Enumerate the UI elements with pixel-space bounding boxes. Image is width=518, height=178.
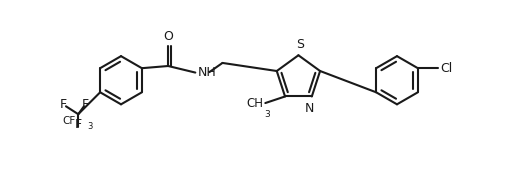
Text: F: F — [75, 118, 82, 131]
Text: O: O — [163, 30, 173, 43]
Text: 3: 3 — [265, 110, 270, 119]
Text: NH: NH — [197, 66, 216, 79]
Text: N: N — [305, 102, 314, 115]
Text: S: S — [296, 38, 304, 51]
Text: Cl: Cl — [440, 62, 452, 75]
Text: F: F — [81, 98, 89, 111]
Text: F: F — [60, 98, 66, 111]
Text: CH: CH — [246, 96, 263, 109]
Text: CF: CF — [62, 116, 75, 126]
Text: 3: 3 — [88, 122, 93, 131]
